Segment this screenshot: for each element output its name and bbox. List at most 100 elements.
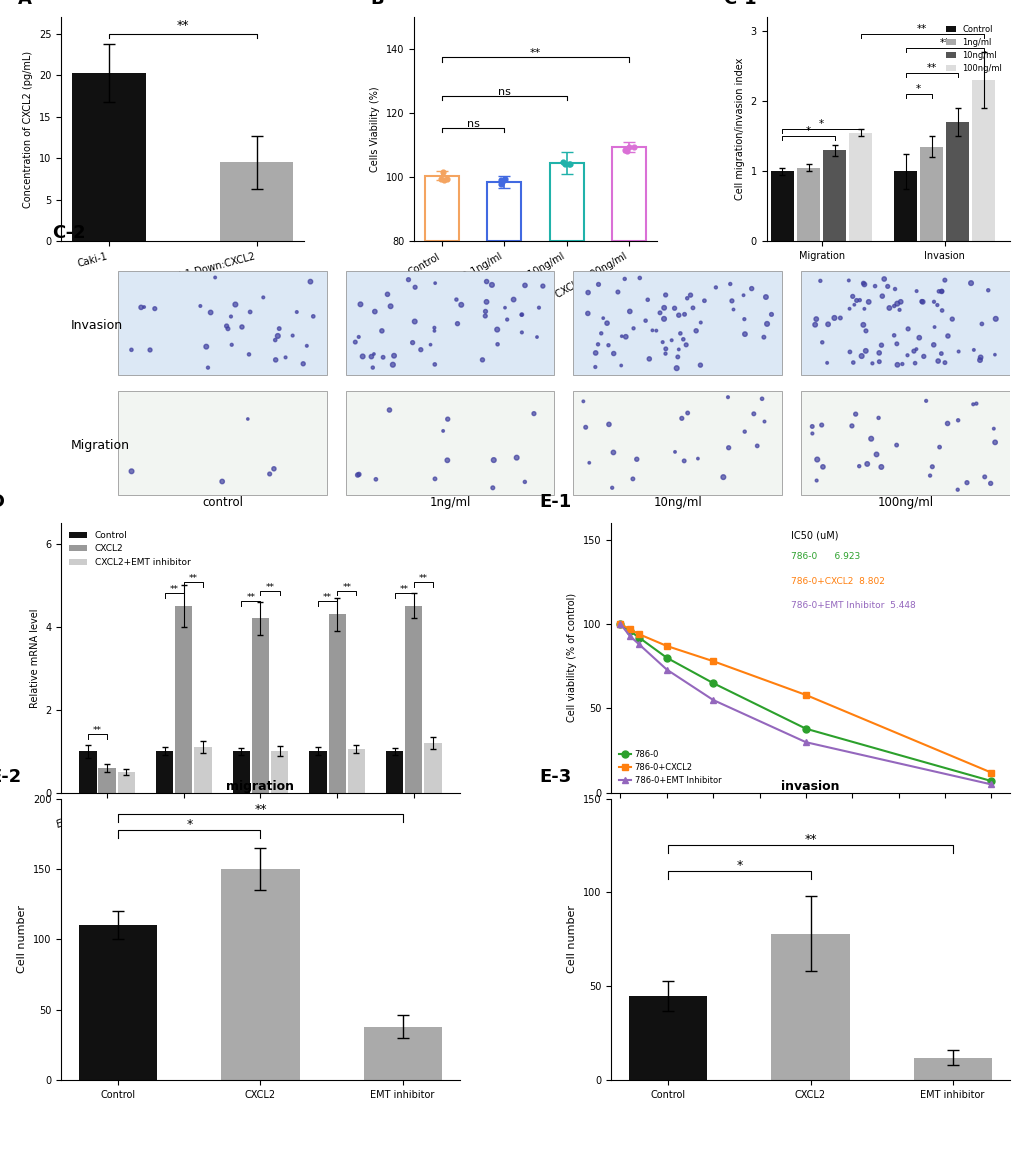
Point	[858, 455, 874, 473]
Point	[498, 310, 515, 329]
Point	[351, 327, 367, 346]
Bar	[425, 176, 459, 241]
Point	[971, 348, 987, 367]
Line: 786-0+EMT Inhibitor: 786-0+EMT Inhibitor	[616, 620, 994, 788]
Point	[762, 306, 779, 324]
Point	[914, 293, 930, 311]
Point	[841, 300, 857, 318]
Point	[857, 322, 873, 340]
Point	[870, 353, 887, 371]
Point	[665, 299, 682, 317]
Point	[594, 309, 610, 327]
Point	[554, 153, 571, 171]
Point	[426, 318, 442, 337]
Bar	[424, 743, 441, 793]
Bar	[848, 133, 871, 241]
Point	[654, 333, 671, 352]
Point	[478, 293, 494, 311]
786-0+CXCL2	[660, 639, 673, 653]
Bar	[822, 151, 846, 241]
Point	[962, 273, 978, 292]
786-0+CXCL2	[706, 654, 718, 668]
Point	[682, 286, 698, 304]
Text: *: *	[736, 859, 742, 872]
Point	[198, 338, 214, 356]
Point	[628, 450, 644, 469]
Text: D: D	[0, 493, 4, 510]
Point	[840, 271, 856, 290]
Point	[385, 347, 401, 365]
Point	[641, 349, 657, 368]
786-0+CXCL2	[984, 765, 997, 779]
Point	[672, 324, 688, 342]
Point	[832, 309, 848, 327]
Point	[364, 358, 380, 377]
Point	[438, 170, 454, 188]
Point	[886, 296, 902, 315]
Point	[514, 306, 530, 324]
Bar	[800, 271, 1009, 375]
Point	[811, 271, 827, 290]
Point	[723, 292, 740, 310]
Point	[933, 301, 950, 319]
Point	[488, 321, 504, 339]
Point	[123, 462, 140, 480]
Bar	[347, 749, 365, 793]
Point	[692, 314, 708, 332]
Point	[932, 283, 949, 301]
Point	[707, 278, 723, 296]
Point	[132, 299, 149, 317]
786-0	[660, 650, 673, 664]
Point	[637, 311, 653, 330]
Point	[666, 442, 683, 461]
Bar	[919, 147, 943, 241]
Point	[719, 388, 736, 407]
Point	[223, 336, 239, 354]
Point	[399, 270, 416, 288]
Bar	[549, 163, 583, 241]
Bar	[770, 934, 849, 1080]
Point	[381, 401, 397, 419]
Point	[294, 355, 311, 373]
Point	[673, 409, 689, 427]
Point	[439, 410, 455, 429]
Point	[492, 171, 508, 190]
Point	[964, 395, 980, 414]
Point	[929, 352, 946, 370]
Point	[755, 327, 771, 346]
Text: **: **	[803, 833, 816, 846]
Point	[625, 138, 641, 156]
Point	[517, 472, 533, 491]
Point	[508, 448, 525, 466]
786-0	[799, 722, 811, 735]
Point	[899, 319, 915, 338]
Bar	[800, 392, 1009, 495]
Point	[757, 288, 773, 307]
Bar	[118, 271, 326, 375]
Point	[913, 292, 929, 310]
Point	[818, 354, 835, 372]
Point	[854, 316, 870, 334]
Point	[676, 452, 692, 470]
Bar	[913, 1057, 990, 1080]
Point	[938, 326, 955, 345]
Point	[949, 480, 965, 499]
786-0+EMT Inhibitor	[623, 629, 635, 642]
Bar	[363, 1026, 441, 1080]
Text: **: **	[265, 583, 274, 592]
786-0	[706, 677, 718, 691]
Point	[436, 171, 452, 190]
Point	[850, 457, 866, 476]
Text: **: **	[176, 20, 189, 32]
Point	[580, 284, 596, 302]
Point	[872, 457, 889, 476]
Point	[725, 300, 741, 318]
Point	[958, 473, 974, 492]
Point	[655, 310, 672, 329]
Point	[600, 336, 616, 354]
Point	[721, 275, 738, 293]
Point	[242, 303, 258, 322]
Point	[872, 336, 889, 354]
Text: *: *	[915, 84, 920, 94]
Point	[910, 329, 926, 347]
